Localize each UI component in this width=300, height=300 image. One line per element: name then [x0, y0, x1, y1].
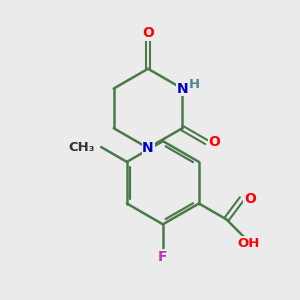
Text: F: F — [158, 250, 168, 264]
Text: O: O — [142, 26, 154, 40]
Text: O: O — [208, 135, 220, 149]
Text: OH: OH — [237, 237, 260, 250]
Text: H: H — [189, 78, 200, 91]
Text: CH₃: CH₃ — [69, 140, 95, 154]
Text: N: N — [142, 141, 154, 155]
Text: O: O — [244, 192, 256, 206]
Text: N: N — [176, 82, 188, 96]
